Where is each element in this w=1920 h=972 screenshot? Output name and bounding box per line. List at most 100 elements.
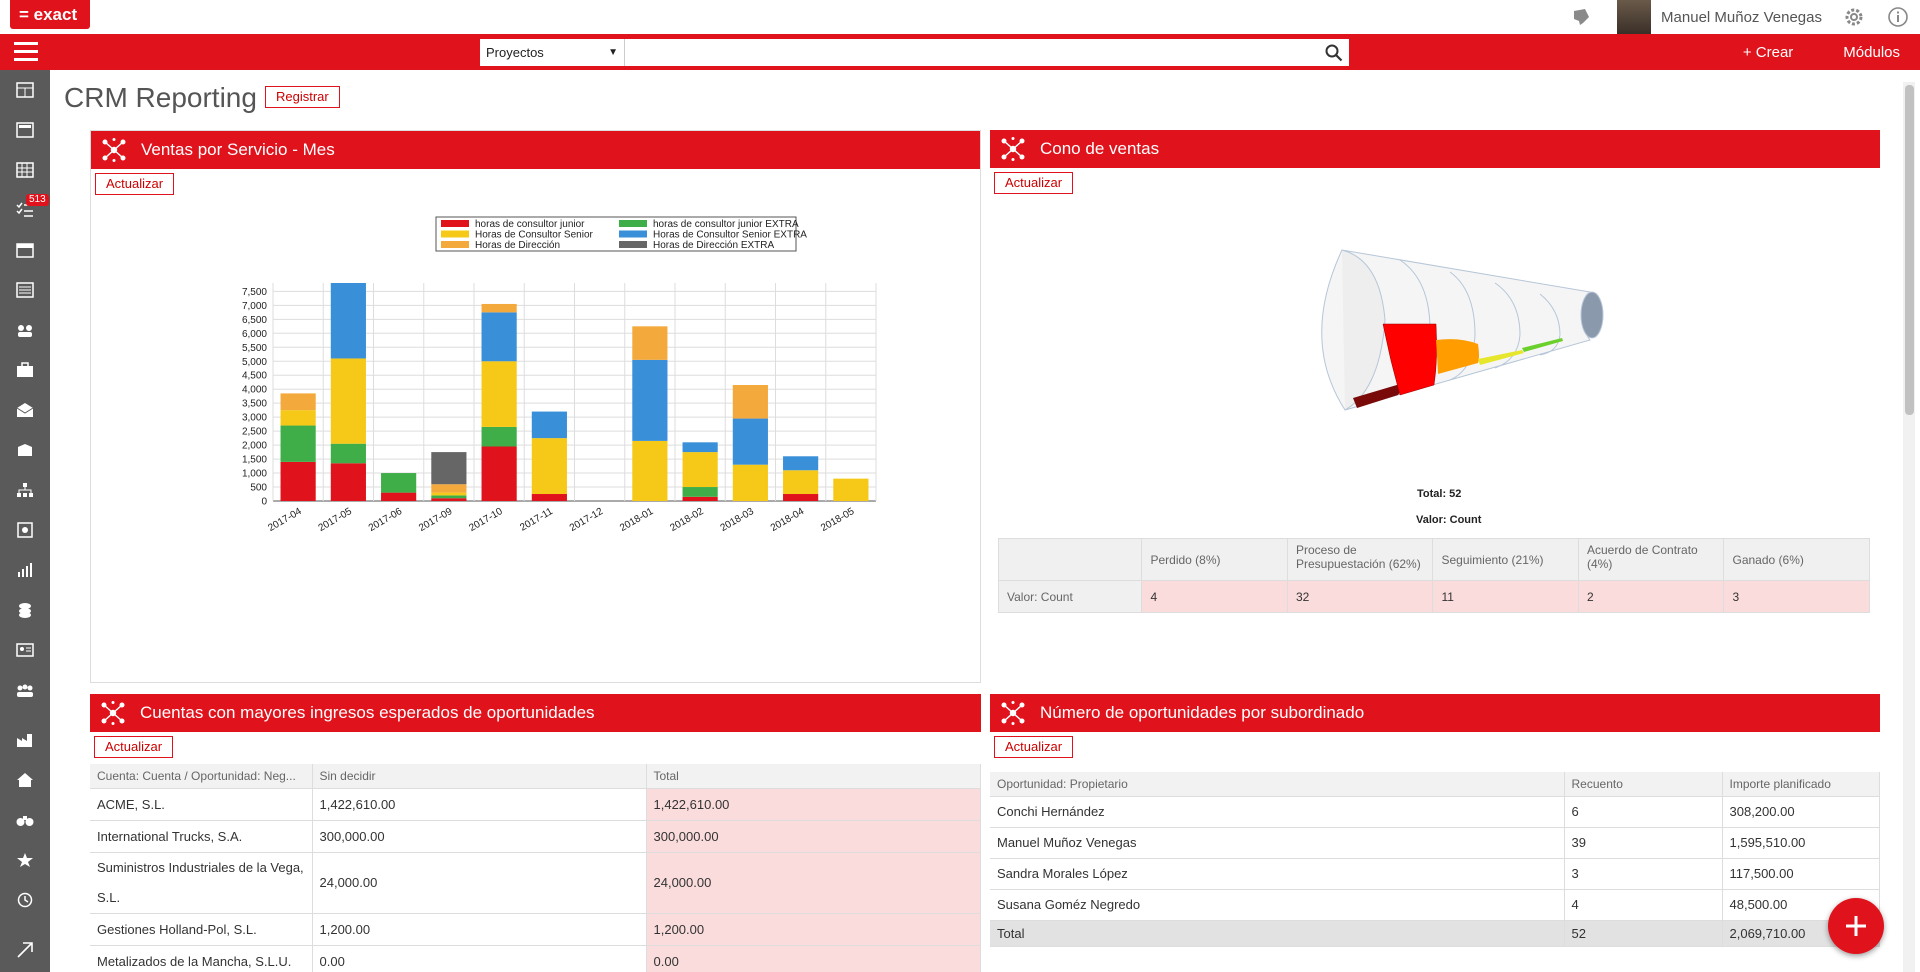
- sidebar-item-box[interactable]: [0, 430, 50, 470]
- subordinates-col-header[interactable]: Importe planificado: [1722, 772, 1880, 797]
- sidebar-item-team[interactable]: [0, 670, 50, 710]
- bar-segment[interactable]: [682, 496, 718, 501]
- bar-segment[interactable]: [280, 410, 316, 426]
- sidebar-item-tasks[interactable]: 513: [0, 190, 50, 230]
- accounts-col-header[interactable]: Sin decidir: [312, 764, 647, 789]
- sidebar-item-dashboard[interactable]: [0, 70, 50, 110]
- bar-segment[interactable]: [783, 456, 819, 471]
- sidebar-item-briefcase[interactable]: [0, 350, 50, 390]
- sidebar-item-favorites[interactable]: [0, 840, 50, 880]
- search-input[interactable]: [625, 39, 1319, 66]
- funnel-value-cell[interactable]: 11: [1432, 580, 1579, 613]
- sidebar-item-binoculars[interactable]: [0, 800, 50, 840]
- bar-segment[interactable]: [682, 442, 718, 453]
- search-scope-select[interactable]: Proyectos ▼: [480, 39, 625, 66]
- owner-link[interactable]: Manuel Muñoz Venegas: [990, 827, 1565, 859]
- sidebar-item-history[interactable]: [0, 880, 50, 920]
- bar-segment[interactable]: [531, 438, 567, 495]
- modules-button[interactable]: Módulos: [1843, 43, 1900, 61]
- funnel-segment-presupuestacion[interactable]: [1382, 323, 1437, 396]
- add-fab-button[interactable]: [1828, 898, 1884, 954]
- subordinates-col-header[interactable]: Recuento: [1564, 772, 1723, 797]
- bar-segment[interactable]: [381, 492, 417, 501]
- owner-link[interactable]: Sandra Morales López: [990, 858, 1565, 890]
- exact-logo[interactable]: = exact: [10, 0, 90, 29]
- funnel-segment-acuerdo[interactable]: [1478, 350, 1524, 365]
- funnel-segment-seguimiento[interactable]: [1436, 339, 1479, 374]
- scrollbar-thumb[interactable]: [1905, 85, 1914, 415]
- bar-segment[interactable]: [732, 464, 768, 501]
- bar-segment[interactable]: [481, 446, 517, 502]
- bar-segment[interactable]: [431, 484, 467, 493]
- owner-link[interactable]: Susana Goméz Negredo: [990, 889, 1565, 921]
- sidebar-item-mail[interactable]: [0, 390, 50, 430]
- sidebar-item-org[interactable]: [0, 470, 50, 510]
- bar-segment[interactable]: [632, 440, 668, 501]
- avatar[interactable]: [1617, 0, 1652, 34]
- sidebar-item-finance[interactable]: [0, 590, 50, 630]
- owner-link[interactable]: Conchi Hernández: [990, 796, 1565, 828]
- account-name[interactable]: Gestiones Holland-Pol, S.L.: [90, 913, 313, 946]
- bar-segment[interactable]: [682, 452, 718, 488]
- sidebar-item-list[interactable]: [0, 270, 50, 310]
- funnel-value-cell[interactable]: 2: [1577, 580, 1725, 613]
- register-button[interactable]: Registrar: [265, 86, 340, 108]
- bar-segment[interactable]: [431, 452, 467, 485]
- funnel-segment-ganado[interactable]: [1522, 338, 1563, 352]
- funnel-value-cell[interactable]: 4: [1141, 580, 1288, 613]
- bar-segment[interactable]: [732, 385, 768, 419]
- update-button[interactable]: Actualizar: [95, 173, 175, 195]
- funnel-value-cell[interactable]: 32: [1286, 580, 1434, 613]
- bar-segment[interactable]: [531, 494, 567, 501]
- bar-segment[interactable]: [481, 426, 517, 447]
- sidebar-item-contacts[interactable]: [0, 630, 50, 670]
- bar-segment[interactable]: [330, 283, 366, 359]
- bar-segment[interactable]: [431, 498, 467, 501]
- accounts-col-header[interactable]: Total: [646, 764, 981, 789]
- bar-segment[interactable]: [381, 473, 417, 493]
- bar-segment[interactable]: [280, 461, 316, 501]
- owner-count[interactable]: 6: [1564, 796, 1723, 828]
- bar-segment[interactable]: [481, 303, 517, 313]
- bar-segment[interactable]: [632, 326, 668, 360]
- bar-segment[interactable]: [531, 411, 567, 439]
- account-name[interactable]: Suministros Industriales de la Vega, S.L…: [90, 852, 313, 914]
- update-button[interactable]: Actualizar: [994, 172, 1074, 194]
- bar-segment[interactable]: [732, 418, 768, 465]
- account-name[interactable]: Metalizados de la Mancha, S.L.U.: [90, 945, 313, 972]
- info-icon[interactable]: [1886, 5, 1910, 29]
- sidebar-item-reports[interactable]: [0, 550, 50, 590]
- bar-segment[interactable]: [682, 487, 718, 497]
- bar-segment[interactable]: [330, 443, 366, 464]
- bar-segment[interactable]: [330, 358, 366, 444]
- bell-icon[interactable]: [1569, 5, 1593, 29]
- bar-segment[interactable]: [632, 359, 668, 441]
- account-name[interactable]: ACME, S.L.: [90, 788, 313, 821]
- bar-segment[interactable]: [481, 312, 517, 362]
- owner-count[interactable]: 4: [1564, 889, 1723, 921]
- funnel-value-cell[interactable]: 3: [1723, 580, 1870, 613]
- hamburger-menu-icon[interactable]: [14, 42, 38, 62]
- search-icon[interactable]: [1319, 39, 1349, 66]
- sidebar-collapse-icon[interactable]: [0, 930, 50, 970]
- funnel-segment-perdido[interactable]: [1353, 384, 1401, 408]
- sidebar-item-documents[interactable]: [0, 510, 50, 550]
- owner-amount[interactable]: 308,200.00: [1722, 796, 1880, 828]
- bar-segment[interactable]: [280, 393, 316, 411]
- bar-segment[interactable]: [431, 495, 467, 499]
- bar-segment[interactable]: [783, 470, 819, 495]
- accounts-col-header[interactable]: Cuenta: Cuenta / Oportunidad: Neg...: [90, 764, 313, 789]
- bar-segment[interactable]: [833, 478, 869, 501]
- bar-segment[interactable]: [481, 361, 517, 427]
- gear-icon[interactable]: [1842, 5, 1866, 29]
- bar-segment[interactable]: [431, 492, 467, 496]
- sidebar-item-grid[interactable]: [0, 150, 50, 190]
- sidebar-item-calendar[interactable]: [0, 230, 50, 270]
- account-name[interactable]: International Trucks, S.A.: [90, 820, 313, 853]
- owner-amount[interactable]: 117,500.00: [1722, 858, 1880, 890]
- bar-segment[interactable]: [330, 463, 366, 501]
- sidebar-item-home[interactable]: [0, 760, 50, 800]
- update-button[interactable]: Actualizar: [994, 736, 1074, 758]
- create-button[interactable]: + Crear: [1742, 43, 1794, 61]
- bar-segment[interactable]: [280, 425, 316, 462]
